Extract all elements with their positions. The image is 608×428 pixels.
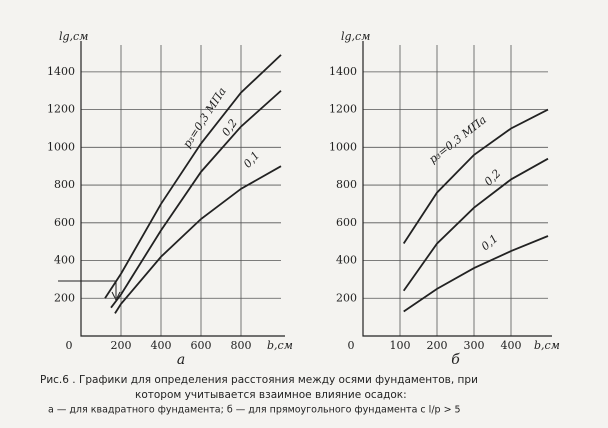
curve bbox=[403, 235, 549, 313]
x-tick-label: 200 bbox=[111, 339, 132, 352]
chart-label: б bbox=[451, 352, 460, 368]
x-tick-label: 400 bbox=[501, 339, 522, 352]
curve bbox=[104, 54, 282, 299]
x-tick-label: 600 bbox=[191, 339, 212, 352]
x-tick-label: 400 bbox=[151, 339, 172, 352]
y-tick-label: 800 bbox=[336, 178, 357, 191]
y-tick-label: 1200 bbox=[329, 103, 357, 116]
caption-line: Рис.6 . Графики для определения расстоян… bbox=[40, 374, 478, 386]
y-tick-label: 1400 bbox=[329, 65, 357, 78]
curve-label: 0,1 bbox=[479, 232, 501, 253]
x-tick-label: 200 bbox=[427, 339, 448, 352]
y-tick-label: 1000 bbox=[329, 140, 357, 153]
x-tick-label: 300 bbox=[464, 339, 485, 352]
x-tick-label: 0 bbox=[348, 339, 355, 352]
y-tick-label: 1200 bbox=[47, 103, 75, 116]
curve bbox=[402, 108, 549, 245]
x-tick-label: 100 bbox=[390, 339, 411, 352]
x-tick-label: 800 bbox=[231, 339, 252, 352]
y-tick-label: 1400 bbox=[47, 65, 75, 78]
caption-line: котором учитывается взаимное влияние оса… bbox=[135, 389, 407, 401]
y-tick-label: 200 bbox=[54, 291, 75, 304]
x-tick-label: 0 bbox=[66, 339, 73, 352]
y-tick-label: 1000 bbox=[47, 140, 75, 153]
curve-label: p₃=0,3 МПа bbox=[426, 113, 488, 166]
y-tick-label: 800 bbox=[54, 178, 75, 191]
curve-label: 0,2 bbox=[219, 117, 240, 139]
curve bbox=[402, 157, 549, 292]
x-axis-label: b,см bbox=[534, 339, 560, 352]
y-tick-label: 600 bbox=[336, 216, 357, 229]
y-tick-label: 200 bbox=[336, 291, 357, 304]
caption-line: а — для квадратного фундамента; б — для … bbox=[48, 405, 461, 416]
axes bbox=[362, 41, 552, 337]
y-axis-label: lg,см bbox=[341, 30, 370, 43]
curve-label: 0,1 bbox=[241, 149, 262, 171]
curve bbox=[114, 165, 282, 314]
y-tick-label: 400 bbox=[336, 254, 357, 267]
y-axis-label: lg,см bbox=[59, 30, 88, 43]
y-tick-label: 600 bbox=[54, 216, 75, 229]
chart-label: а bbox=[177, 352, 185, 368]
x-axis-label: b,см bbox=[267, 339, 293, 352]
axes bbox=[80, 41, 285, 337]
y-tick-label: 400 bbox=[54, 254, 75, 267]
curve bbox=[110, 90, 282, 309]
